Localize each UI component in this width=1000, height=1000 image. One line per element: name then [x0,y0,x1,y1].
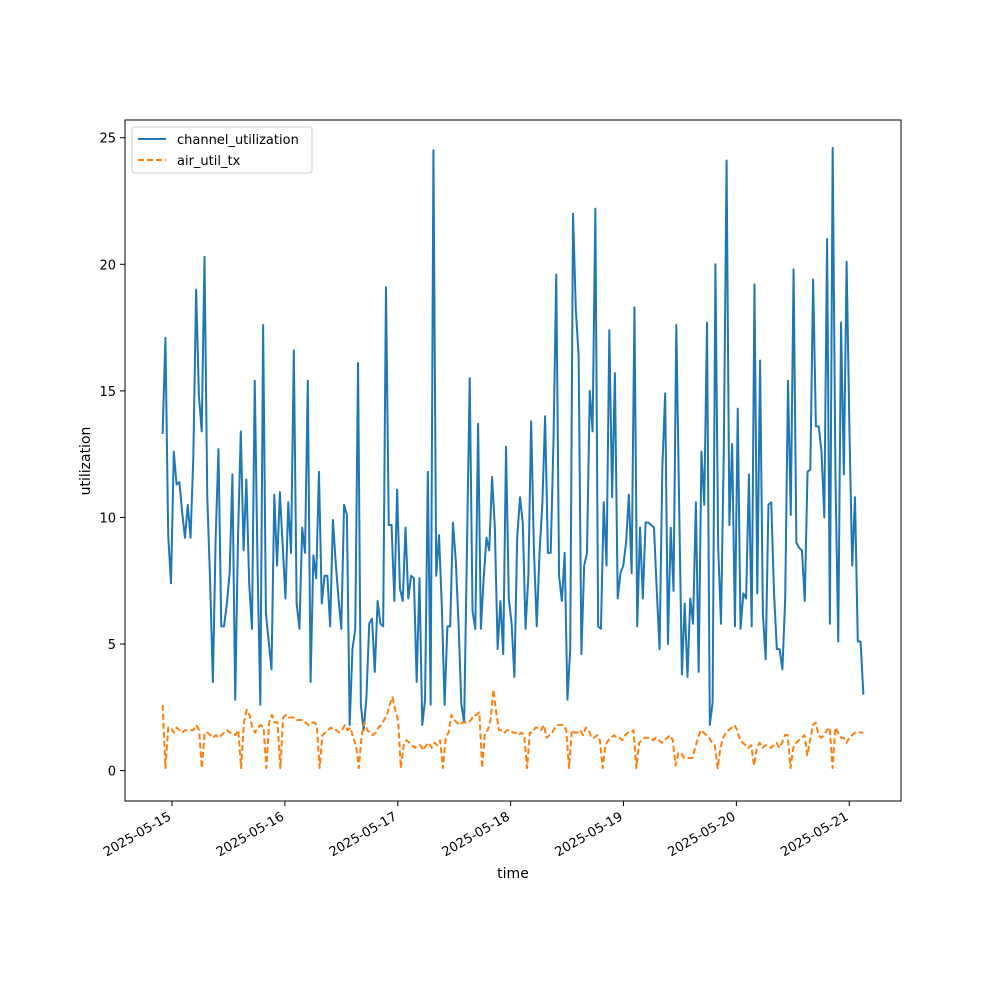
legend-label-channel-utilization: channel_utilization [177,133,299,148]
y-axis: 0 5 10 15 20 25 [99,132,125,780]
x-axis-label: time [497,866,529,882]
legend-label-air-util-tx: air_util_tx [177,154,241,169]
legend-box [131,126,313,174]
y-tick-label: 20 [99,258,116,273]
y-axis-label: utilization [78,427,94,496]
plot-lines [161,146,865,770]
plot-frame [124,119,902,802]
y-tick-label: 0 [108,765,116,780]
series-line-channel-utilization [161,146,865,732]
y-tick-label: 15 [99,385,116,400]
y-tick-label: 10 [99,511,116,526]
y-tick-label: 25 [99,132,116,147]
legend: channel_utilization air_util_tx [131,126,313,174]
series-line-air-util-tx [161,688,864,770]
y-tick-label: 5 [108,638,116,653]
